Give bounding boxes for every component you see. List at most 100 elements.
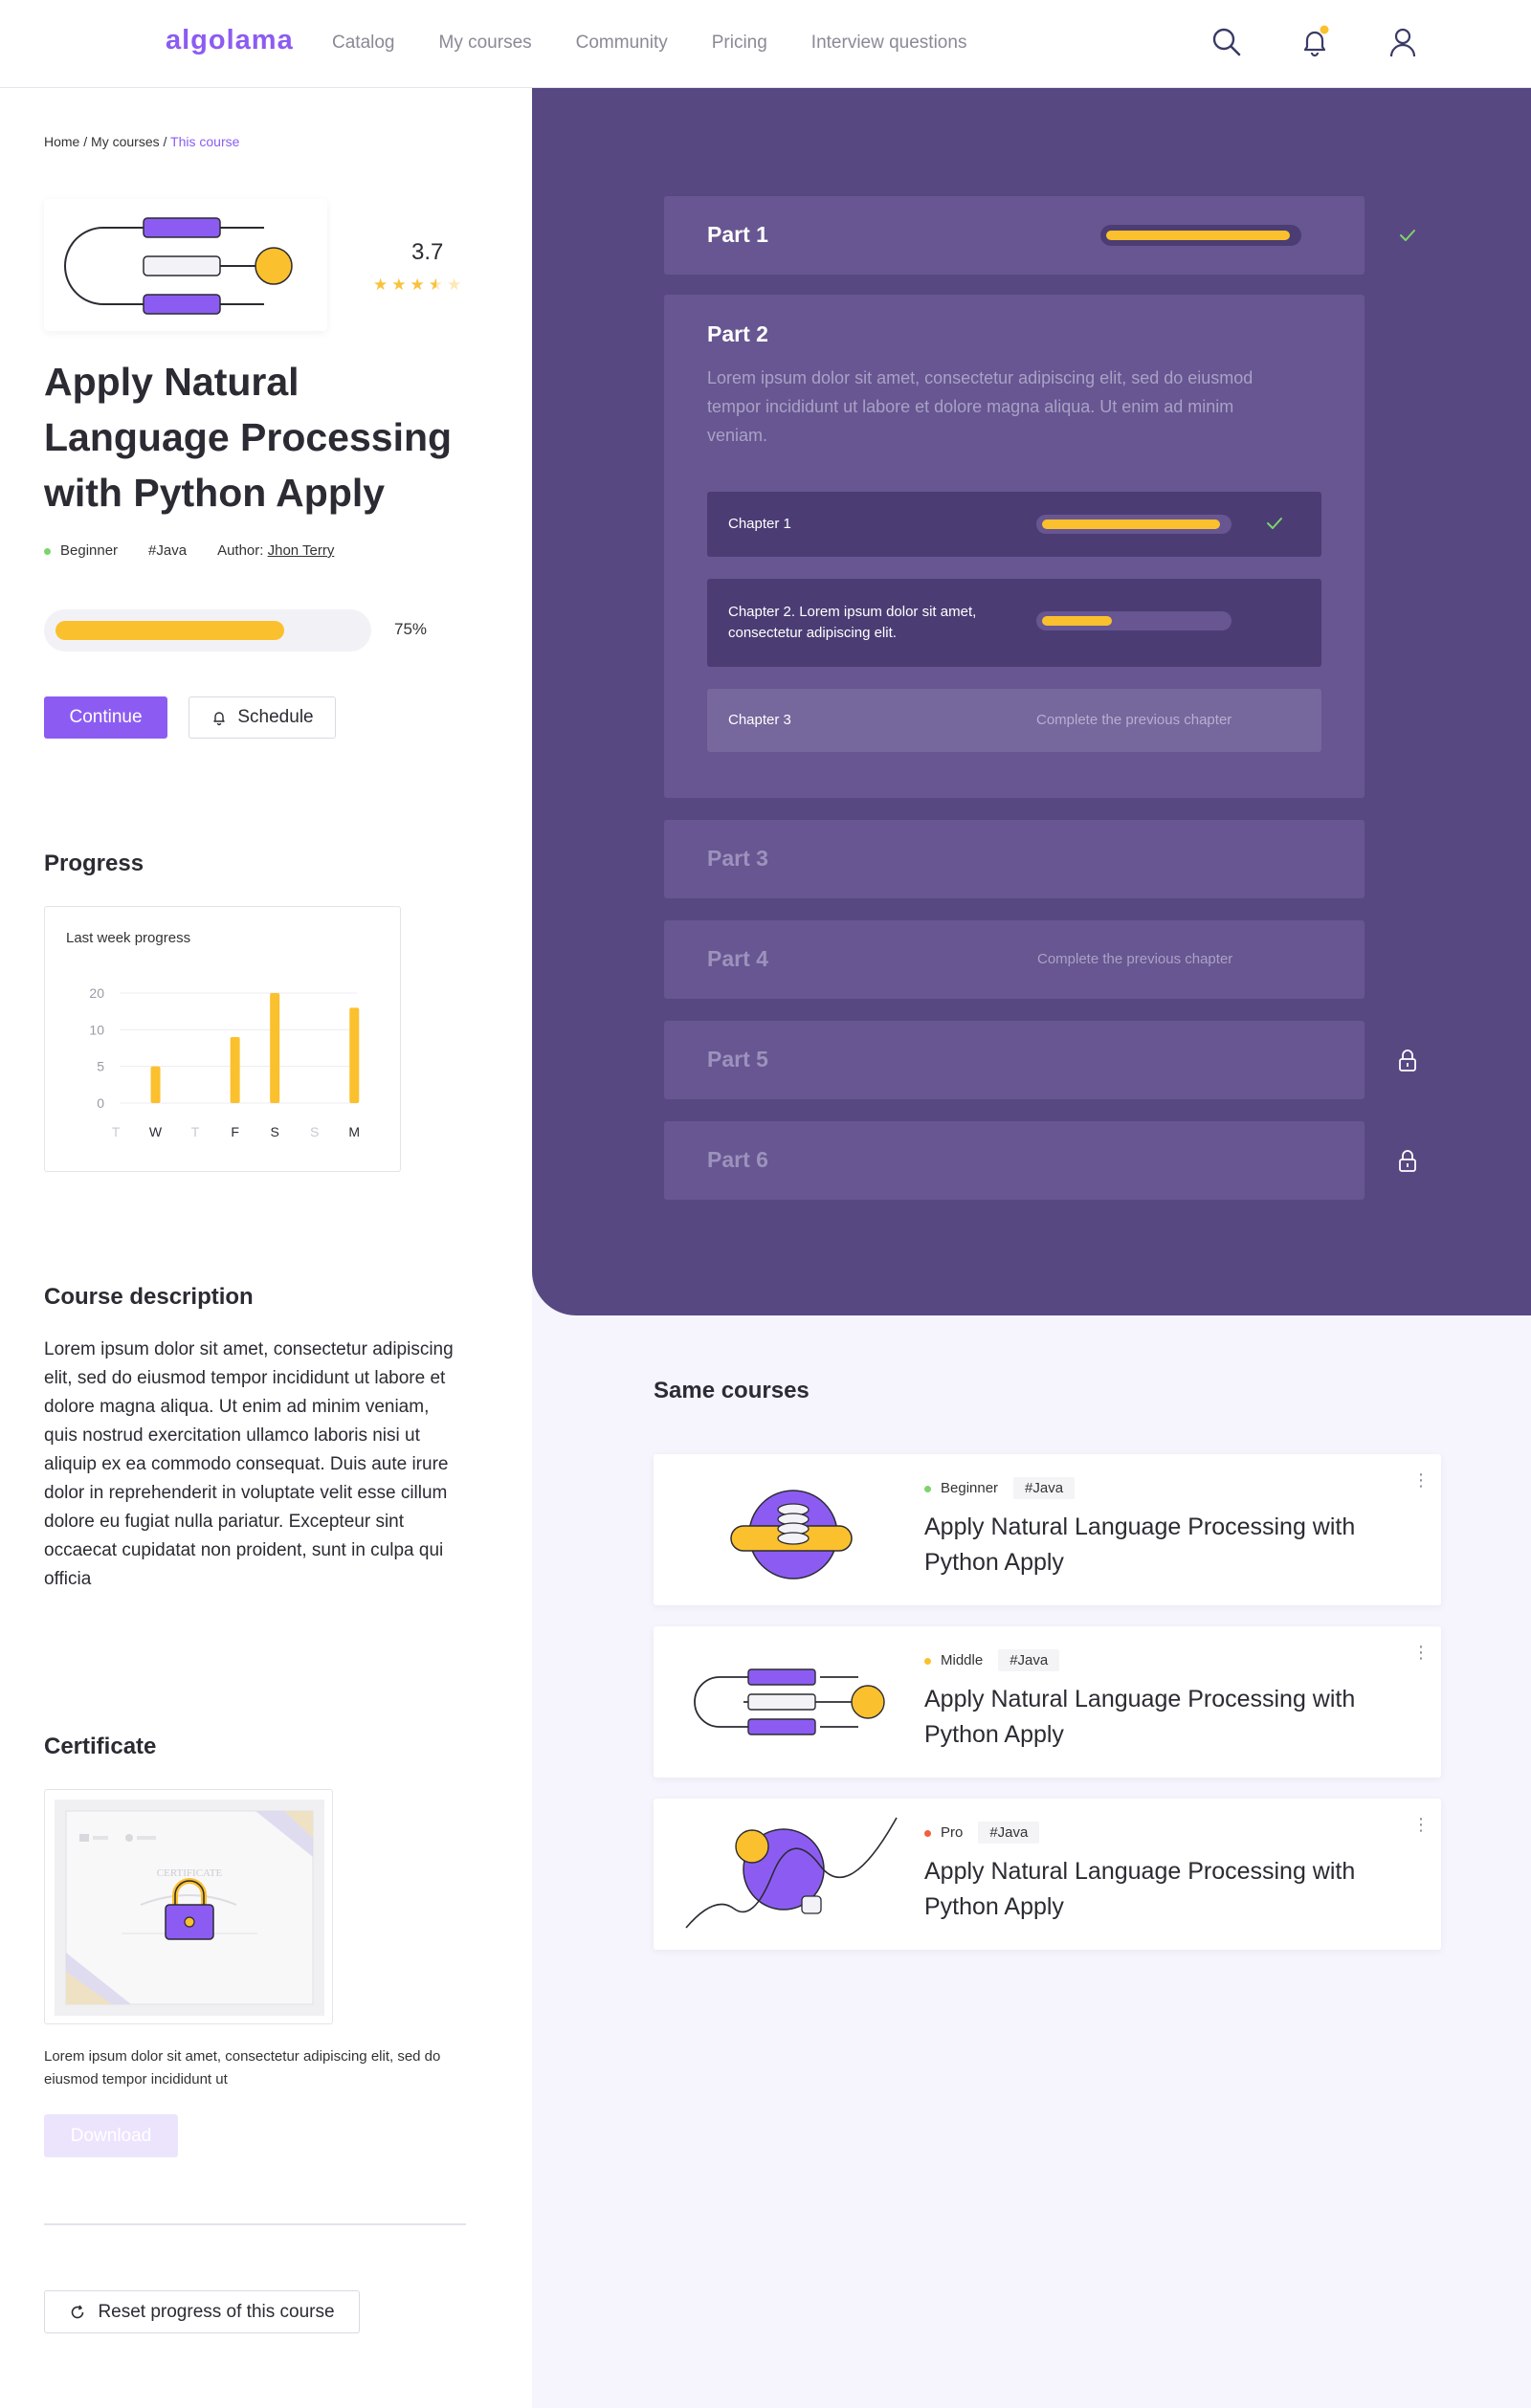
rating-value: 3.7 (411, 239, 444, 265)
course-illustration (730, 1490, 853, 1580)
part-2[interactable]: Part 2 Lorem ipsum dolor sit amet, conse… (664, 295, 1365, 798)
bell-icon (213, 712, 226, 726)
level-badge: Middle (924, 1652, 983, 1668)
star-icon: ★ (410, 276, 425, 294)
more-options-icon[interactable]: ⋮ (1412, 1643, 1430, 1662)
nav-my-courses[interactable]: My courses (438, 33, 532, 53)
top-header: algolama Catalog My courses Community Pr… (0, 0, 1531, 88)
course-tag[interactable]: #Java (978, 1822, 1040, 1844)
x-tick-label: W (149, 1124, 163, 1139)
course-title: Apply Natural Language Processing with P… (44, 360, 453, 515)
course-illustration (694, 1668, 885, 1735)
x-tick-label: S (271, 1124, 279, 1139)
chapter-3-note: Complete the previous chapter (1036, 712, 1232, 728)
nav-interview-questions[interactable]: Interview questions (810, 33, 967, 53)
nav-community[interactable]: Community (575, 33, 668, 53)
x-tick-label: S (310, 1124, 319, 1139)
part-5: Part 5 (664, 1021, 1365, 1099)
part-6-name: Part 6 (707, 1147, 768, 1172)
search-icon[interactable] (1209, 25, 1244, 59)
course-card[interactable]: Beginner #Java Apply Natural Language Pr… (654, 1454, 1441, 1605)
check-icon (1400, 230, 1415, 241)
chapter-3-name: Chapter 3 (728, 712, 791, 728)
level-badge: Beginner (44, 542, 118, 559)
level-dot-icon (44, 547, 51, 555)
refresh-icon (72, 2305, 84, 2318)
nav-pricing[interactable]: Pricing (711, 33, 767, 53)
course-tags: Pro #Java (924, 1822, 1040, 1844)
course-title[interactable]: Apply Natural Language Processing with P… (924, 1513, 1356, 1576)
part-1-name: Part 1 (707, 222, 768, 247)
progress-chart-card: Last week progress 0 5 10 20 T W T F S S M (44, 906, 401, 1172)
chapter-2-progress-fill (1042, 616, 1112, 626)
breadcrumb-home[interactable]: Home (44, 134, 80, 149)
main-nav: Catalog My courses Community Pricing Int… (332, 33, 966, 54)
course-title[interactable]: Apply Natural Language Processing with P… (924, 1858, 1356, 1920)
lock-icon (165, 1878, 214, 1940)
star-empty-icon: ★ (447, 276, 462, 294)
level-dot-icon (924, 1657, 931, 1665)
y-tick-label: 20 (89, 985, 104, 1001)
course-progress-bar (44, 609, 371, 652)
y-tick-label: 10 (89, 1022, 104, 1037)
same-courses-heading: Same courses (654, 1378, 810, 1403)
y-tick-label: 0 (97, 1095, 104, 1111)
continue-button[interactable]: Continue (44, 696, 167, 739)
x-tick-label: T (191, 1124, 200, 1139)
part-2-name: Part 2 (707, 321, 768, 346)
chart-bar-6 (349, 1007, 360, 1103)
notification-dot (1320, 25, 1329, 34)
description-heading: Course description (44, 1284, 254, 1310)
chart-bar-3 (230, 1037, 240, 1103)
reset-progress-button[interactable]: Reset progress of this course (44, 2290, 360, 2333)
course-tag[interactable]: #Java (998, 1649, 1060, 1671)
chapter-2-progress-bar (1036, 611, 1231, 630)
level-dot-icon (924, 1485, 931, 1492)
course-progress-fill (55, 621, 284, 640)
course-info-column: Home / My courses / This course 3.7 ★ ★ … (0, 88, 532, 2408)
course-tags: Beginner #Java (924, 1477, 1076, 1499)
course-title[interactable]: Apply Natural Language Processing with P… (924, 1686, 1356, 1748)
course-tags: Middle #Java (924, 1649, 1060, 1671)
logo[interactable]: algolama (166, 25, 294, 55)
lock-icon (1399, 1150, 1416, 1172)
course-thumbnail (44, 199, 327, 331)
x-tick-label: T (112, 1124, 121, 1139)
breadcrumb-my-courses[interactable]: My courses (91, 134, 160, 149)
schedule-button[interactable]: Schedule (189, 696, 336, 739)
more-options-icon[interactable]: ⋮ (1412, 1470, 1430, 1490)
chapter-2[interactable]: Chapter 2. Lorem ipsum dolor sit amet, c… (707, 579, 1321, 667)
breadcrumb-current: This course (170, 134, 240, 149)
course-progress-percent: 75% (394, 620, 428, 638)
chapter-1[interactable]: Chapter 1 (707, 492, 1321, 557)
course-tag[interactable]: #Java (148, 542, 188, 559)
rating-stars: ★ ★ ★ ★ ★ (373, 276, 478, 295)
part-4: Part 4 Complete the previous chapter (664, 920, 1365, 999)
part-6: Part 6 (664, 1121, 1365, 1200)
nav-catalog[interactable]: Catalog (332, 33, 395, 53)
chapter-2-name: Chapter 2. Lorem ipsum dolor sit amet, c… (728, 604, 977, 641)
part-3-name: Part 3 (707, 846, 768, 871)
course-description: Lorem ipsum dolor sit amet, consectetur … (44, 1339, 454, 1589)
course-card[interactable]: Pro #Java Apply Natural Language Process… (654, 1799, 1441, 1950)
download-button[interactable]: Download (44, 2114, 178, 2157)
divider (44, 2223, 466, 2225)
level-dot-icon (924, 1829, 931, 1837)
lock-icon (1399, 1049, 1416, 1071)
part-4-name: Part 4 (707, 946, 768, 971)
more-options-icon[interactable]: ⋮ (1412, 1815, 1430, 1834)
course-tag[interactable]: #Java (1013, 1477, 1076, 1499)
part-5-name: Part 5 (707, 1047, 768, 1071)
course-card[interactable]: Middle #Java Apply Natural Language Proc… (654, 1626, 1441, 1778)
breadcrumb: Home / My courses / This course (44, 134, 240, 149)
part-3[interactable]: Part 3 (664, 820, 1365, 898)
chart-title: Last week progress (66, 930, 191, 946)
author-link[interactable]: Jhon Terry (267, 542, 335, 559)
certificate-text: Lorem ipsum dolor sit amet, consectetur … (44, 2048, 441, 2088)
part-1[interactable]: Part 1 (664, 196, 1365, 275)
bell-icon[interactable] (1298, 25, 1332, 59)
user-icon[interactable] (1386, 25, 1420, 59)
chart-bar-1 (150, 1066, 161, 1103)
course-meta: Beginner #Java Author: Jhon Terry (44, 542, 334, 559)
progress-bar-chart: 0 5 10 20 T W T F S S M (89, 985, 360, 1139)
